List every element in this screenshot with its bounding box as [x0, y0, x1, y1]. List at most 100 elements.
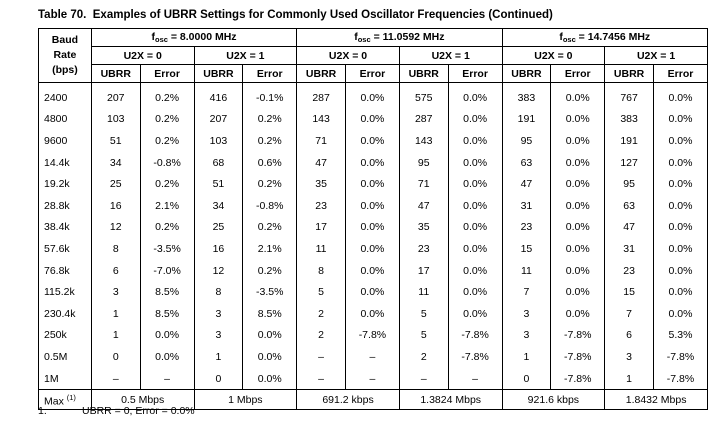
oscillator-header: fosc = 8.0000 MHz	[90, 28, 298, 47]
max-value: 691.2 kbps	[296, 389, 400, 411]
baud-rate: 19.2k	[38, 173, 92, 195]
column-header: Error	[344, 64, 400, 83]
u2x-header: U2X = 0	[501, 46, 606, 65]
error-cell: 0.2%	[242, 259, 298, 282]
ubrr-cell: 5	[398, 302, 449, 325]
ubrr-cell: 11	[398, 281, 449, 303]
error-cell: 0.0%	[550, 259, 606, 282]
error-cell: 0.0%	[447, 108, 503, 131]
oscillator-header: fosc = 11.0592 MHz	[296, 28, 503, 47]
ubrr-cell: 0	[193, 367, 244, 391]
error-cell: 0.0%	[242, 367, 298, 391]
ubrr-cell: –	[90, 367, 141, 391]
data-row: 9600 51 0.2% 103 0.2% 71 0.0% 143 0.0% 95 0.0% 191 0…	[38, 130, 709, 152]
ubrr-cell: 23	[296, 194, 346, 217]
column-header: Error	[550, 64, 606, 83]
error-cell: 0.0%	[344, 259, 400, 282]
ubrr-cell: 6	[604, 324, 654, 347]
u2x-header: U2X = 1	[398, 46, 503, 65]
error-cell: 0.0%	[652, 108, 709, 131]
data-row: 76.8k 6 -7.0% 12 0.2% 8 0.0% 17 0.0% 11 0.0% 23 0.0%	[38, 259, 709, 282]
data-row: 4800 103 0.2% 207 0.2% 143 0.0% 287 0.0% 191 0.0% 3…	[38, 108, 709, 131]
baud-rate-header-line: Rate	[53, 49, 77, 61]
error-cell: 0.2%	[139, 108, 195, 131]
ubrr-cell: 11	[501, 259, 552, 282]
fosc-value: = 11.0592 MHz	[370, 31, 445, 43]
ubrr-cell: 143	[296, 108, 346, 131]
error-cell: 0.2%	[139, 130, 195, 152]
baud-rate: 1M	[38, 367, 92, 391]
u2x-header: U2X = 1	[193, 46, 298, 65]
error-cell: 0.0%	[447, 302, 503, 325]
u2x-header: U2X = 1	[604, 46, 708, 65]
error-cell: -7.0%	[139, 259, 195, 282]
error-cell: 0.0%	[652, 259, 709, 282]
fosc-symbol: f	[559, 31, 563, 43]
data-row: 14.4k 34 -0.8% 68 0.6% 47 0.0% 95 0.0% 63 0.0% 127 0…	[38, 151, 709, 174]
ubrr-cell: 0	[501, 367, 552, 391]
error-cell: –	[344, 367, 400, 391]
ubrr-cell: 47	[398, 194, 449, 217]
error-cell: 8.5%	[139, 302, 195, 325]
ubrr-cell: 23	[604, 259, 654, 282]
ubrr-cell: 3	[193, 302, 244, 325]
error-cell: 0.0%	[550, 281, 606, 303]
ubrr-cell: 3	[193, 324, 244, 347]
column-header: UBRR	[604, 64, 654, 83]
column-header: UBRR	[398, 64, 449, 83]
error-cell: 0.0%	[447, 173, 503, 195]
error-cell: 0.2%	[242, 216, 298, 239]
ubrr-cell: 207	[90, 82, 141, 109]
error-cell: 0.0%	[652, 281, 709, 303]
ubrr-cell: 2	[296, 302, 346, 325]
max-value: 1 Mbps	[193, 389, 298, 411]
ubrr-cell: 143	[398, 130, 449, 152]
ubrr-cell: 1	[193, 346, 244, 368]
ubrr-cell: 51	[193, 173, 244, 195]
error-cell: 0.0%	[550, 216, 606, 239]
baud-rate: 250k	[38, 324, 92, 347]
oscillator-header: fosc = 14.7456 MHz	[501, 28, 709, 47]
error-cell: 0.0%	[447, 259, 503, 282]
error-cell: -0.8%	[139, 151, 195, 174]
max-row: Max (1) 0.5 Mbps 1 Mbps 691.2 kbps 1.3824 Mb…	[38, 389, 708, 411]
error-cell: -7.8%	[550, 324, 606, 347]
error-cell: 0.0%	[652, 194, 709, 217]
ubrr-cell: 416	[193, 82, 244, 109]
footnote-text: UBRR = 0, Error = 0.0%	[82, 405, 195, 417]
error-cell: 5.3%	[652, 324, 709, 347]
error-cell: 2.1%	[242, 238, 298, 260]
footnote-marker: 1.	[38, 405, 47, 417]
baud-rate: 230.4k	[38, 302, 92, 325]
error-cell: 0.0%	[447, 130, 503, 152]
ubrr-cell: 34	[193, 194, 244, 217]
error-cell: 0.0%	[652, 216, 709, 239]
ubrr-cell: 1	[501, 346, 552, 368]
ubrr-cell: 3	[90, 281, 141, 303]
error-cell: –	[139, 367, 195, 391]
ubrr-cell: 383	[501, 82, 552, 109]
ubrr-cell: 12	[193, 259, 244, 282]
u2x-header: U2X = 0	[90, 46, 195, 65]
ubrr-cell: 2	[296, 324, 346, 347]
data-row: 1M – –0 0.0% – – – –0 -7.8% 1 -7.8%	[38, 367, 709, 391]
max-note: (1)	[66, 392, 76, 402]
ubrr-cell: 3	[604, 346, 654, 368]
baud-rate: 115.2k	[38, 281, 92, 303]
ubrr-cell: 31	[604, 238, 654, 260]
ubrr-cell: 3	[501, 324, 552, 347]
ubrr-cell: 12	[90, 216, 141, 239]
data-row: 250k 1 0.0% 3 0.0% 2 -7.8% 5 -7.8% 3 -7.8% 6 5.3%	[38, 324, 709, 347]
error-cell: 0.2%	[139, 216, 195, 239]
error-cell: 0.0%	[652, 130, 709, 152]
error-cell: -7.8%	[447, 324, 503, 347]
fosc-subscript: osc	[155, 35, 168, 44]
column-header: UBRR	[90, 64, 141, 83]
baud-rate-header-line: (bps)	[52, 64, 78, 76]
data-row: 230.4k 1 8.5% 3 8.5% 2 0.0% 5 0.0% 3 0.0% 7 0.0%	[38, 302, 709, 325]
error-cell: 2.1%	[139, 194, 195, 217]
baud-rate: 14.4k	[38, 151, 92, 174]
ubrr-cell: 1	[90, 302, 141, 325]
error-cell: 0.0%	[242, 346, 298, 368]
ubrr-cell: 383	[604, 108, 654, 131]
